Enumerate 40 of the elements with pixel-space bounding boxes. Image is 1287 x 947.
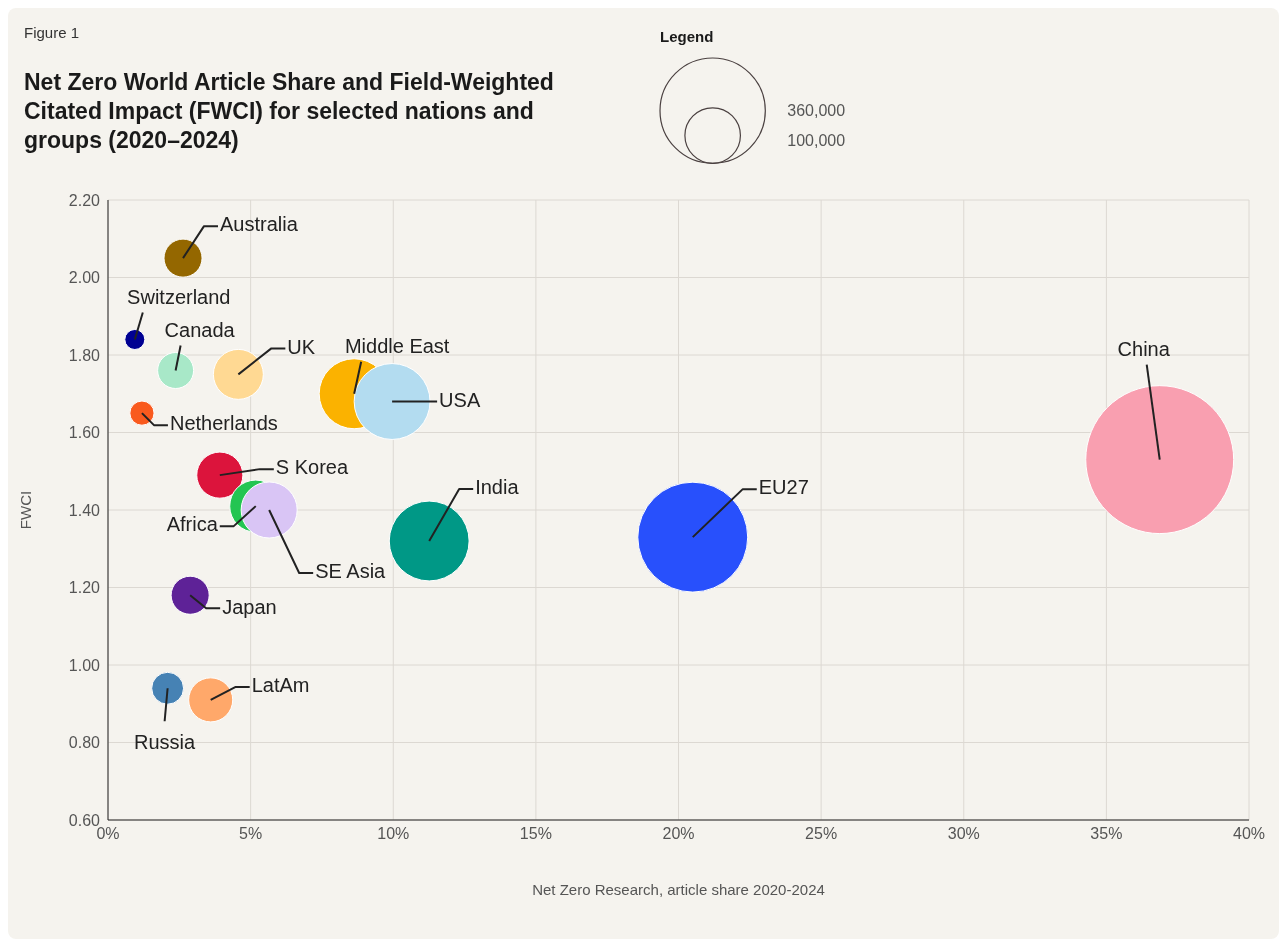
series-label: Switzerland <box>127 285 231 308</box>
x-tick-label: 25% <box>805 825 838 843</box>
y-tick-label: 2.20 <box>68 191 101 209</box>
y-axis-title: FWCI <box>17 490 35 530</box>
y-tick-label: 1.40 <box>68 501 101 519</box>
series-label: Japan <box>222 595 277 618</box>
series-label: UK <box>287 335 316 358</box>
x-tick-label: 40% <box>1232 825 1266 843</box>
x-tick-label: 15% <box>519 825 552 843</box>
legend-label: 100,000 <box>787 132 846 149</box>
series-label: USA <box>439 388 481 411</box>
x-tick-label: 30% <box>947 825 980 843</box>
y-tick-label: 1.60 <box>68 424 101 442</box>
x-tick-label: 10% <box>377 825 410 843</box>
chart-title: Net Zero World Article Share and Field-Weighted Citated Impact (FWCI) for selected nations and groups (2020–2024) <box>24 68 555 155</box>
series-label: Canada <box>164 318 236 341</box>
series-label: S Korea <box>275 456 349 479</box>
caption: Figure 1 <box>24 24 80 41</box>
series-label: Netherlands <box>169 412 278 435</box>
series-label: Australia <box>220 213 299 236</box>
series-label: Africa <box>166 513 219 536</box>
y-tick-label: 1.20 <box>68 579 101 597</box>
series-label: Middle East <box>344 335 450 358</box>
legend-title: Legend <box>660 28 714 45</box>
x-axis-title: Net Zero Research, article share 2020-2024 <box>532 880 825 898</box>
series-label: LatAm <box>251 674 310 697</box>
series-label: China <box>1117 337 1171 360</box>
y-tick-label: 2.00 <box>68 269 101 287</box>
series-label: India <box>475 476 520 499</box>
y-tick-label: 1.00 <box>68 656 101 674</box>
x-tick-label: 35% <box>1090 825 1123 843</box>
series-label: EU27 <box>758 476 809 499</box>
text: SE Asia <box>315 560 387 583</box>
y-tick-label: 0.80 <box>68 734 101 752</box>
x-tick-label: 0% <box>96 825 120 843</box>
legend-label: 360,000 <box>787 102 846 119</box>
y-tick-label: 1.80 <box>68 346 101 364</box>
x-tick-label: 20% <box>662 825 695 843</box>
series-label: Russia <box>134 730 197 753</box>
x-tick-label: 5% <box>239 825 263 843</box>
